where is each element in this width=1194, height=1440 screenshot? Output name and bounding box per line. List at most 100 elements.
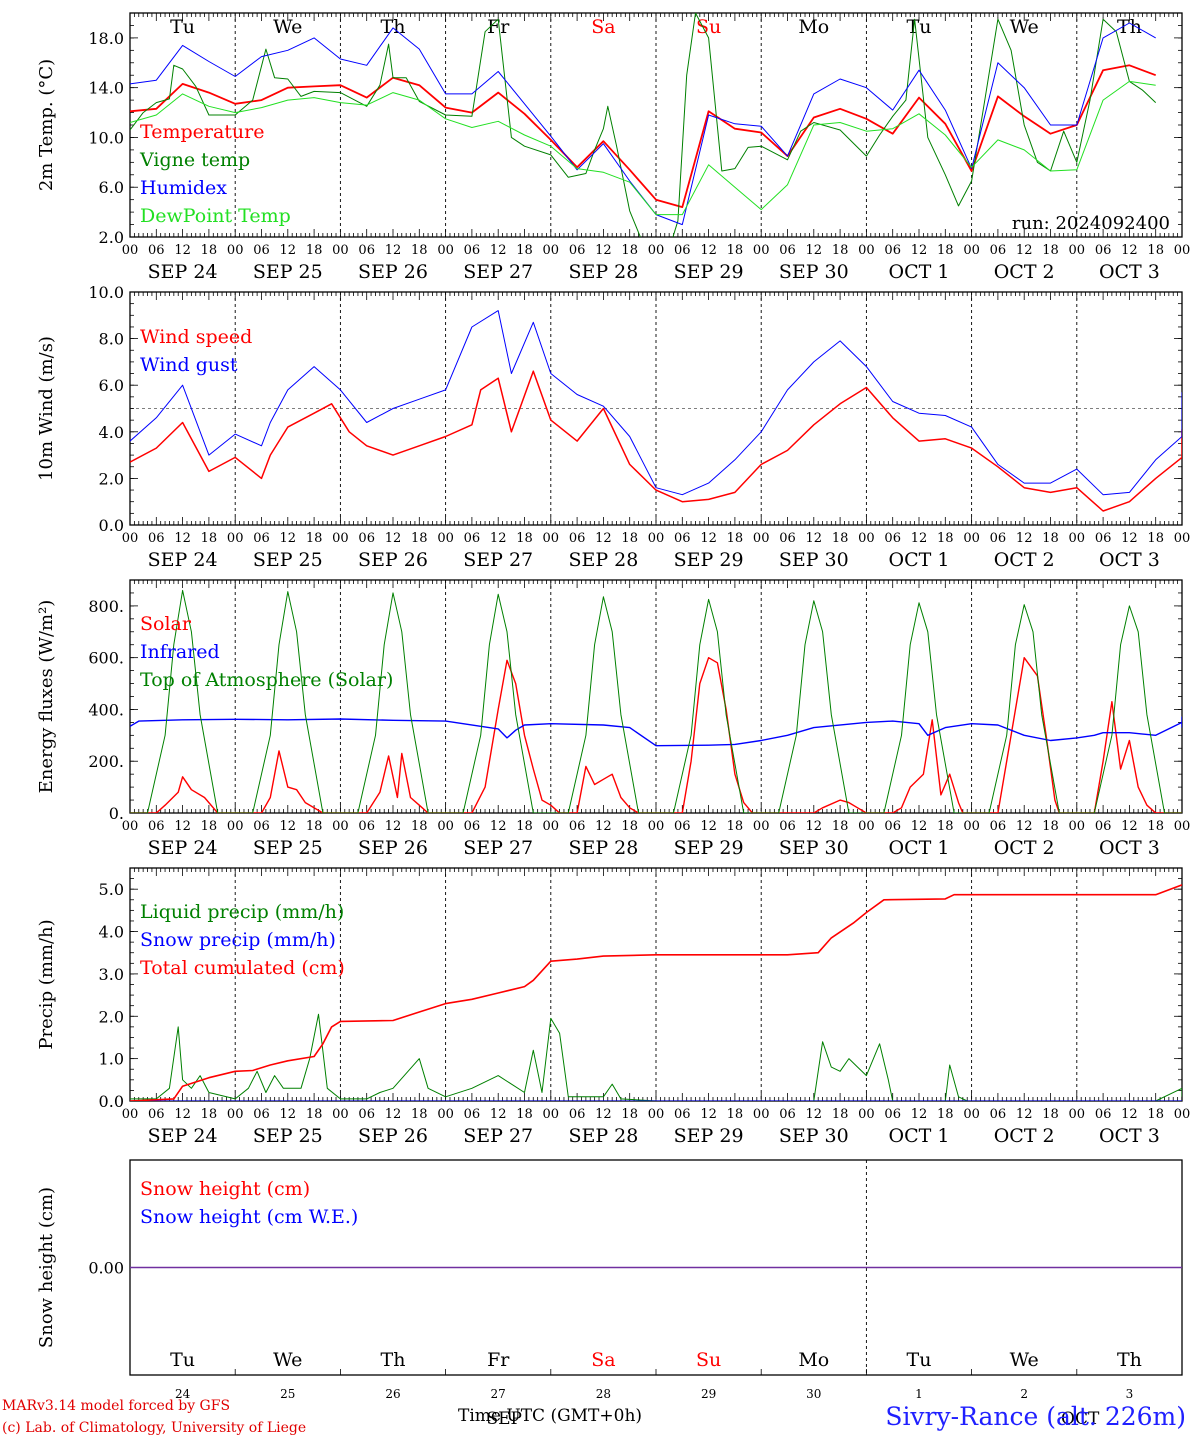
- x-hour-label: 00: [543, 531, 560, 546]
- x-hour-label: 00: [122, 1107, 139, 1122]
- x-date-label: SEP 25: [253, 1125, 323, 1147]
- x-hour-label: 18: [201, 1107, 218, 1122]
- series-line-total-cumulated-cm: [130, 884, 1182, 1101]
- x-hour-label: 18: [516, 531, 533, 546]
- x-hour-label: 06: [569, 243, 586, 258]
- y-axis-label: 10m Wind (m/s): [36, 336, 57, 481]
- lab-credit: (c) Lab. of Climatology, University of L…: [2, 1420, 307, 1436]
- series-line-top-of-atmosphere-solar: [130, 589, 1182, 813]
- x-hour-label: 12: [806, 243, 823, 258]
- y-tick-label: 6.0: [99, 376, 124, 395]
- x-date-label: OCT 3: [1099, 837, 1160, 859]
- series-line-solar: [130, 657, 1182, 813]
- x-daynum-label: 25: [280, 1387, 295, 1401]
- x-hour-label: 18: [306, 819, 323, 834]
- x-hour-label: 18: [306, 243, 323, 258]
- y-tick-label: 5.0: [99, 880, 124, 899]
- x-daynum-label: 29: [701, 1387, 716, 1401]
- x-hour-label: 18: [411, 1107, 428, 1122]
- x-hour-label: 00: [648, 531, 665, 546]
- legend-entry: Wind speed: [140, 326, 252, 348]
- series-line-temperature: [130, 64, 1157, 209]
- x-hour-label: 00: [858, 819, 875, 834]
- y-tick-label: 8.0: [99, 330, 124, 349]
- x-hour-label: 06: [884, 531, 901, 546]
- x-hour-label: 12: [1121, 1107, 1138, 1122]
- x-hour-label: 00: [437, 819, 454, 834]
- x-date-label: SEP 27: [463, 549, 533, 571]
- x-date-label: SEP 25: [253, 837, 323, 859]
- x-date-label: SEP 24: [148, 261, 218, 283]
- x-daynum-label: 30: [806, 1387, 821, 1401]
- x-hour-label: 12: [385, 819, 402, 834]
- x-hour-label: 06: [464, 819, 481, 834]
- x-hour-label: 00: [1069, 1107, 1086, 1122]
- x-hour-label: 12: [174, 243, 191, 258]
- x-hour-label: 06: [358, 1107, 375, 1122]
- x-hour-label: 06: [1095, 531, 1112, 546]
- x-hour-label: 00: [963, 819, 980, 834]
- x-daynum-label: 28: [596, 1387, 611, 1401]
- x-hour-label: 00: [963, 1107, 980, 1122]
- x-hour-label: 12: [174, 819, 191, 834]
- x-date-label: SEP 28: [568, 549, 638, 571]
- x-hour-label: 00: [122, 531, 139, 546]
- x-date-label: SEP 30: [779, 549, 849, 571]
- x-date-label: SEP 29: [674, 261, 744, 283]
- y-tick-label: 10.0: [88, 128, 124, 147]
- x-date-label: OCT 1: [889, 549, 950, 571]
- x-date-label: SEP 26: [358, 1125, 428, 1147]
- y-tick-label: 4.0: [99, 923, 124, 942]
- y-tick-label: 2.0: [99, 469, 124, 488]
- station-title: Sivry-Rance (alt. 226m): [885, 1402, 1186, 1431]
- x-hour-label: 00: [753, 1107, 770, 1122]
- x-hour-label: 06: [884, 1107, 901, 1122]
- x-hour-label: 06: [674, 243, 691, 258]
- day-of-week-label: Sa: [591, 1349, 615, 1371]
- series-line-wind-gust: [130, 310, 1182, 496]
- day-of-week-label: Tu: [907, 1349, 932, 1371]
- x-hour-label: 18: [1147, 1107, 1164, 1122]
- y-tick-label: 400.: [88, 700, 124, 719]
- x-hour-label: 00: [1174, 819, 1191, 834]
- model-credit: MARv3.14 model forced by GFS: [2, 1398, 231, 1414]
- day-of-week-label: Th: [1117, 16, 1142, 38]
- x-hour-label: 18: [937, 531, 954, 546]
- x-date-label: SEP 26: [358, 261, 428, 283]
- series-line-wind-speed: [130, 370, 1182, 512]
- y-axis-label: Snow height (cm): [36, 1187, 57, 1348]
- x-hour-label: 06: [779, 531, 796, 546]
- x-hour-label: 00: [122, 243, 139, 258]
- x-hour-label: 00: [753, 531, 770, 546]
- x-hour-label: 12: [595, 243, 612, 258]
- x-hour-label: 12: [595, 819, 612, 834]
- x-hour-label: 00: [122, 819, 139, 834]
- x-hour-label: 06: [674, 531, 691, 546]
- legend-entry: Total cumulated (cm): [140, 957, 345, 979]
- y-tick-label: 2.0: [99, 228, 124, 247]
- x-hour-label: 00: [858, 243, 875, 258]
- panel-precip: 0.0 1.0 2.0 3.0 4.0 5.0 Precip (mm/h) 00 06 12 18 S…: [36, 867, 1190, 1147]
- x-hour-label: 12: [595, 531, 612, 546]
- x-date-label: OCT 2: [994, 261, 1055, 283]
- x-hour-label: 06: [990, 819, 1007, 834]
- x-date-label: SEP 30: [779, 1125, 849, 1147]
- x-hour-label: 00: [543, 243, 560, 258]
- x-hour-label: 18: [306, 1107, 323, 1122]
- y-axis-label: Precip (mm/h): [36, 919, 57, 1049]
- x-hour-label: 00: [227, 243, 244, 258]
- x-hour-label: 06: [674, 1107, 691, 1122]
- x-date-label: SEP 27: [463, 261, 533, 283]
- x-hour-label: 18: [411, 819, 428, 834]
- x-hour-label: 06: [253, 243, 270, 258]
- x-hour-label: 06: [990, 531, 1007, 546]
- x-hour-label: 18: [621, 531, 638, 546]
- x-hour-label: 12: [385, 1107, 402, 1122]
- x-hour-label: 18: [1042, 243, 1059, 258]
- x-month-label: SEP: [486, 1409, 522, 1429]
- y-tick-label: 4.0: [99, 423, 124, 442]
- day-of-week-label: We: [1010, 1349, 1039, 1371]
- x-date-label: SEP 24: [148, 1125, 218, 1147]
- x-hour-label: 18: [1147, 819, 1164, 834]
- x-month-label: OCT: [1061, 1409, 1100, 1429]
